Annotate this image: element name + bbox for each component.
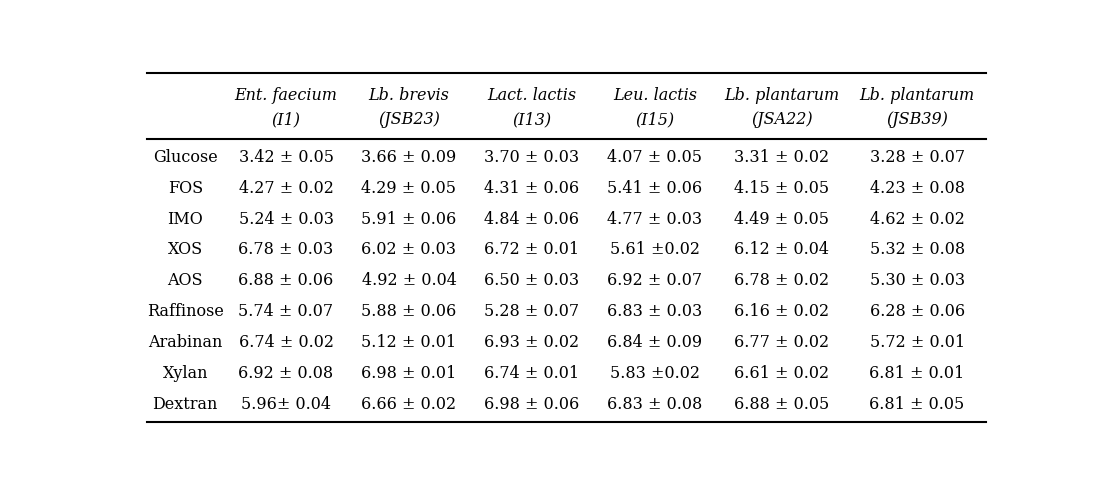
Text: (JSA22): (JSA22) (751, 111, 813, 128)
Text: Leu. lactis: Leu. lactis (613, 87, 697, 104)
Text: 6.61 ± 0.02: 6.61 ± 0.02 (735, 365, 830, 382)
Text: 5.74 ± 0.07: 5.74 ± 0.07 (239, 303, 334, 320)
Text: 6.92 ± 0.07: 6.92 ± 0.07 (608, 272, 703, 289)
Text: Arabinan: Arabinan (148, 334, 222, 351)
Text: 6.81 ± 0.01: 6.81 ± 0.01 (870, 365, 965, 382)
Text: Xylan: Xylan (162, 365, 208, 382)
Text: 3.42 ± 0.05: 3.42 ± 0.05 (239, 149, 334, 166)
Text: 6.92 ± 0.08: 6.92 ± 0.08 (239, 365, 334, 382)
Text: 4.49 ± 0.05: 4.49 ± 0.05 (735, 211, 830, 227)
Text: AOS: AOS (168, 272, 203, 289)
Text: 4.27 ± 0.02: 4.27 ± 0.02 (239, 180, 334, 197)
Text: 3.28 ± 0.07: 3.28 ± 0.07 (870, 149, 965, 166)
Text: IMO: IMO (168, 211, 203, 227)
Text: Glucose: Glucose (152, 149, 218, 166)
Text: 6.66 ± 0.02: 6.66 ± 0.02 (361, 395, 456, 412)
Text: 3.31 ± 0.02: 3.31 ± 0.02 (735, 149, 830, 166)
Text: 6.81 ± 0.05: 6.81 ± 0.05 (870, 395, 965, 412)
Text: Lb. plantarum: Lb. plantarum (860, 87, 975, 104)
Text: 5.30 ± 0.03: 5.30 ± 0.03 (870, 272, 965, 289)
Text: 4.07 ± 0.05: 4.07 ± 0.05 (608, 149, 703, 166)
Text: 6.88 ± 0.06: 6.88 ± 0.06 (239, 272, 334, 289)
Text: XOS: XOS (168, 242, 203, 259)
Text: 5.61 ±0.02: 5.61 ±0.02 (610, 242, 699, 259)
Text: 6.84 ± 0.09: 6.84 ± 0.09 (608, 334, 703, 351)
Text: 5.72 ± 0.01: 5.72 ± 0.01 (870, 334, 965, 351)
Text: (I13): (I13) (513, 111, 551, 128)
Text: 4.29 ± 0.05: 4.29 ± 0.05 (361, 180, 456, 197)
Text: 4.77 ± 0.03: 4.77 ± 0.03 (608, 211, 703, 227)
Text: (I1): (I1) (272, 111, 301, 128)
Text: FOS: FOS (168, 180, 203, 197)
Text: 6.12 ± 0.04: 6.12 ± 0.04 (735, 242, 830, 259)
Text: (I15): (I15) (635, 111, 674, 128)
Text: 6.16 ± 0.02: 6.16 ± 0.02 (735, 303, 830, 320)
Text: 3.70 ± 0.03: 3.70 ± 0.03 (484, 149, 579, 166)
Text: 6.83 ± 0.03: 6.83 ± 0.03 (608, 303, 703, 320)
Text: 6.50 ± 0.03: 6.50 ± 0.03 (484, 272, 579, 289)
Text: Raffinose: Raffinose (147, 303, 223, 320)
Text: 6.78 ± 0.03: 6.78 ± 0.03 (239, 242, 334, 259)
Text: 6.77 ± 0.02: 6.77 ± 0.02 (735, 334, 830, 351)
Text: 6.28 ± 0.06: 6.28 ± 0.06 (870, 303, 965, 320)
Text: 6.98 ± 0.06: 6.98 ± 0.06 (484, 395, 579, 412)
Text: 5.88 ± 0.06: 5.88 ± 0.06 (361, 303, 456, 320)
Text: Lact. lactis: Lact. lactis (487, 87, 577, 104)
Text: 6.74 ± 0.02: 6.74 ± 0.02 (239, 334, 334, 351)
Text: 4.92 ± 0.04: 4.92 ± 0.04 (361, 272, 456, 289)
Text: 6.83 ± 0.08: 6.83 ± 0.08 (608, 395, 703, 412)
Text: 6.74 ± 0.01: 6.74 ± 0.01 (484, 365, 579, 382)
Text: Ent. faecium: Ent. faecium (234, 87, 337, 104)
Text: Lb. plantarum: Lb. plantarum (725, 87, 840, 104)
Text: 5.24 ± 0.03: 5.24 ± 0.03 (239, 211, 334, 227)
Text: 6.02 ± 0.03: 6.02 ± 0.03 (361, 242, 456, 259)
Text: 6.72 ± 0.01: 6.72 ± 0.01 (484, 242, 579, 259)
Text: 5.32 ± 0.08: 5.32 ± 0.08 (870, 242, 965, 259)
Text: 5.83 ±0.02: 5.83 ±0.02 (610, 365, 699, 382)
Text: (JSB39): (JSB39) (886, 111, 948, 128)
Text: 6.98 ± 0.01: 6.98 ± 0.01 (361, 365, 456, 382)
Text: Dextran: Dextran (152, 395, 218, 412)
Text: 5.12 ± 0.01: 5.12 ± 0.01 (361, 334, 456, 351)
Text: 4.15 ± 0.05: 4.15 ± 0.05 (735, 180, 830, 197)
Text: 5.96± 0.04: 5.96± 0.04 (241, 395, 332, 412)
Text: 4.62 ± 0.02: 4.62 ± 0.02 (870, 211, 965, 227)
Text: 3.66 ± 0.09: 3.66 ± 0.09 (361, 149, 456, 166)
Text: 4.31 ± 0.06: 4.31 ± 0.06 (484, 180, 579, 197)
Text: 6.88 ± 0.05: 6.88 ± 0.05 (735, 395, 830, 412)
Text: 5.28 ± 0.07: 5.28 ± 0.07 (484, 303, 579, 320)
Text: 5.91 ± 0.06: 5.91 ± 0.06 (361, 211, 456, 227)
Text: Lb. brevis: Lb. brevis (368, 87, 450, 104)
Text: 4.84 ± 0.06: 4.84 ± 0.06 (484, 211, 579, 227)
Text: 6.78 ± 0.02: 6.78 ± 0.02 (735, 272, 830, 289)
Text: 4.23 ± 0.08: 4.23 ± 0.08 (870, 180, 965, 197)
Text: (JSB23): (JSB23) (378, 111, 440, 128)
Text: 5.41 ± 0.06: 5.41 ± 0.06 (608, 180, 703, 197)
Text: 6.93 ± 0.02: 6.93 ± 0.02 (484, 334, 579, 351)
